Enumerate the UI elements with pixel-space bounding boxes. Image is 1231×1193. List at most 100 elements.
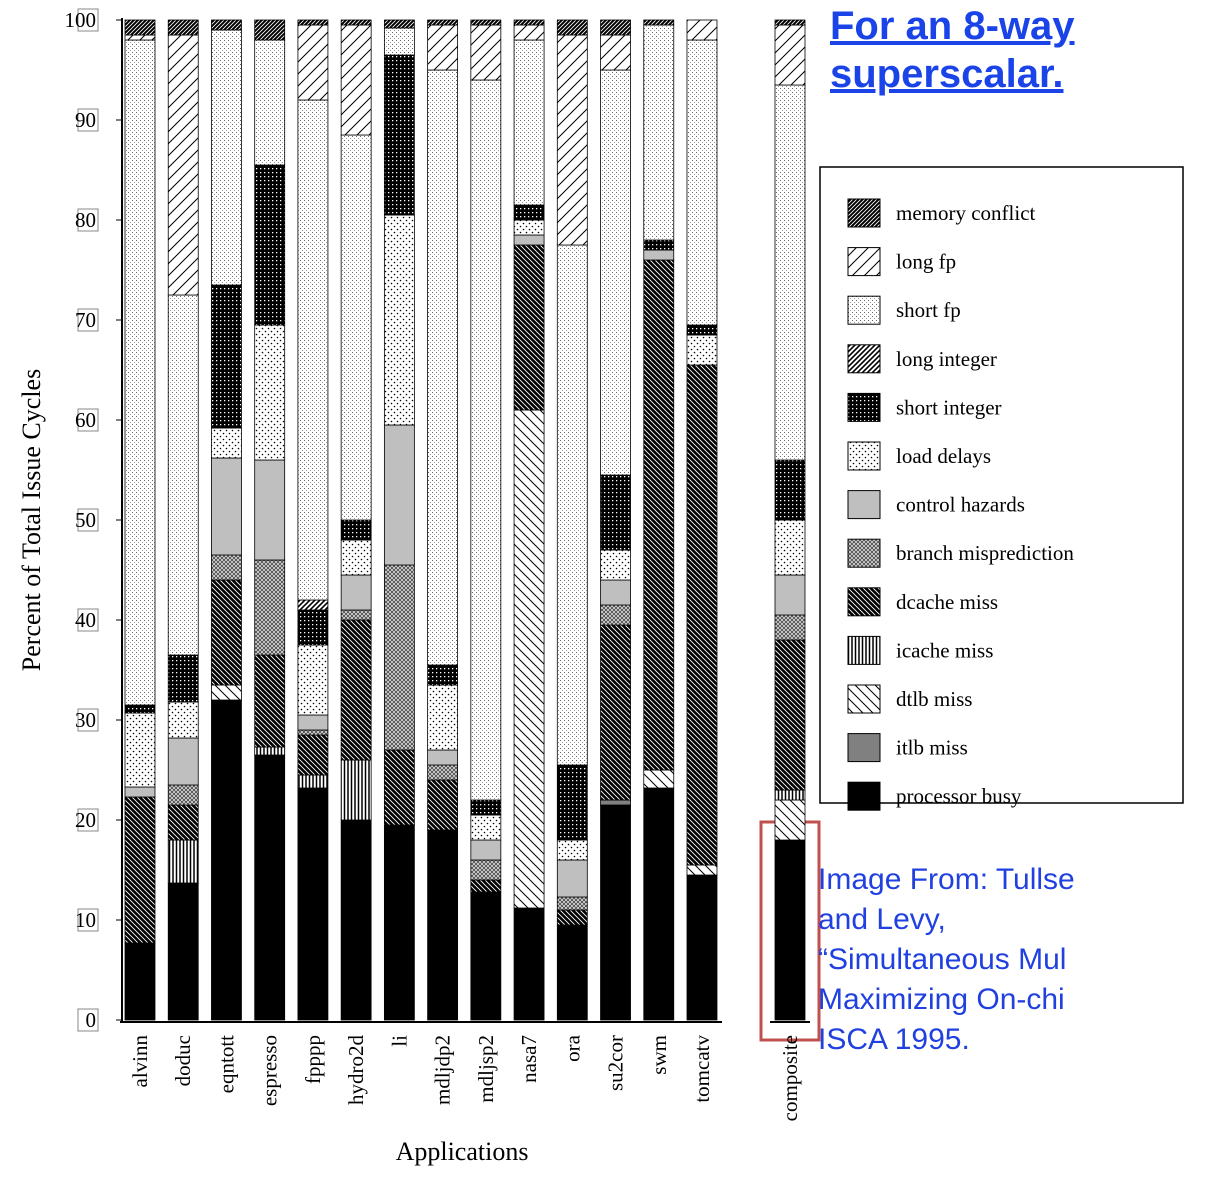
bar-segment bbox=[167, 294, 199, 656]
bar-segment bbox=[556, 19, 588, 36]
bar-segment bbox=[600, 34, 631, 71]
bar-segment bbox=[556, 924, 588, 1021]
bar-segment bbox=[774, 574, 806, 616]
bar-segment bbox=[774, 799, 806, 841]
legend-label: long integer bbox=[896, 347, 997, 371]
bar-segment bbox=[383, 54, 415, 216]
bar-segment bbox=[643, 249, 675, 261]
legend-label: icache miss bbox=[896, 638, 993, 662]
bar-segment bbox=[340, 539, 372, 576]
bar-segment bbox=[340, 609, 372, 621]
bar-segment bbox=[427, 749, 459, 766]
x-tick-label: swm bbox=[647, 1035, 671, 1075]
bar-segment bbox=[297, 729, 329, 736]
bar-segment bbox=[167, 19, 199, 36]
legend-swatch bbox=[847, 684, 881, 714]
bar-segment bbox=[297, 24, 329, 101]
bar-segment bbox=[600, 799, 631, 806]
bar-segment bbox=[427, 684, 459, 751]
legend-swatch bbox=[847, 198, 881, 228]
bar-segment bbox=[254, 654, 286, 748]
bar-segment bbox=[167, 737, 199, 786]
y-tick-label: 20 bbox=[75, 808, 96, 832]
bar-segment bbox=[254, 746, 286, 756]
y-axis-title: Percent of Total Issue Cycles bbox=[17, 369, 46, 671]
citation-line: Maximizing On-chi bbox=[818, 983, 1065, 1016]
bar-segment bbox=[600, 804, 631, 1021]
legend-swatch bbox=[847, 490, 881, 520]
legend-label: dcache miss bbox=[896, 590, 998, 614]
bar-segment bbox=[124, 704, 156, 714]
x-tick-label: ora bbox=[560, 1034, 584, 1061]
y-tick-box bbox=[77, 1008, 99, 1032]
legend-swatch bbox=[847, 344, 881, 374]
x-tick-label: composite bbox=[778, 1035, 802, 1121]
y-tick-box bbox=[77, 508, 99, 532]
y-tick-label: 70 bbox=[75, 308, 96, 332]
x-tick-label: hydro2d bbox=[344, 1035, 368, 1105]
x-tick-label: doduc bbox=[171, 1035, 195, 1086]
y-tick-box bbox=[77, 908, 99, 932]
bar-segment bbox=[470, 19, 502, 26]
y-tick-box bbox=[77, 608, 99, 632]
y-tick-label: 40 bbox=[75, 608, 96, 632]
bar-segment bbox=[513, 19, 545, 26]
bar-segment bbox=[340, 134, 372, 521]
bar-segment bbox=[774, 84, 806, 461]
bar-segment bbox=[167, 34, 199, 296]
bar-segment bbox=[556, 764, 588, 841]
bar-segment bbox=[686, 364, 718, 866]
legend-swatch bbox=[847, 587, 881, 617]
y-tick-label: 10 bbox=[75, 908, 96, 932]
bar-segment bbox=[513, 244, 545, 411]
bar-segment bbox=[774, 839, 806, 1021]
bar-segment bbox=[254, 39, 286, 166]
legend-swatch bbox=[847, 635, 881, 665]
y-tick-label: 30 bbox=[75, 708, 96, 732]
bar-segment bbox=[600, 19, 631, 36]
bar-segment bbox=[211, 684, 242, 701]
bar-segment bbox=[774, 639, 806, 791]
bar-segment bbox=[124, 34, 156, 41]
bar-segment bbox=[297, 644, 329, 716]
bar-segment bbox=[297, 787, 329, 1021]
bar-segment bbox=[340, 574, 372, 611]
bar-segment bbox=[643, 19, 675, 26]
legend-label: load delays bbox=[896, 444, 991, 468]
bar-segment bbox=[167, 701, 199, 739]
bar-segment bbox=[686, 19, 718, 41]
legend-label: processor busy bbox=[896, 784, 1022, 808]
bar-segment bbox=[686, 39, 718, 326]
bar-segment bbox=[297, 734, 329, 776]
y-tick-box bbox=[77, 808, 99, 832]
bar-segment bbox=[427, 664, 459, 686]
bar-segment bbox=[686, 334, 718, 366]
bar-segment bbox=[297, 714, 329, 731]
y-tick-box bbox=[77, 408, 99, 432]
bar-segment bbox=[513, 219, 545, 236]
bar-segment bbox=[167, 882, 199, 1021]
bar-segment bbox=[211, 554, 242, 581]
bar-segment bbox=[774, 24, 806, 86]
legend-swatch bbox=[847, 538, 881, 568]
bar-segment bbox=[470, 891, 502, 1021]
legend-label: short integer bbox=[896, 395, 1002, 419]
bar-segment bbox=[297, 599, 329, 611]
y-tick-box bbox=[77, 8, 99, 32]
bar-segment bbox=[124, 712, 156, 788]
bar-segment bbox=[513, 234, 545, 246]
legend-label: branch misprediction bbox=[896, 541, 1074, 565]
legend-swatch bbox=[847, 441, 881, 471]
x-tick-label: su2cor bbox=[604, 1035, 628, 1091]
legend-label: itlb miss bbox=[896, 736, 968, 760]
legend-label: long fp bbox=[896, 250, 956, 274]
bar-segment bbox=[774, 459, 806, 521]
bar-segment bbox=[774, 614, 806, 641]
citation-line: Image From: Tullse bbox=[818, 863, 1075, 896]
y-tick-label: 0 bbox=[86, 1008, 97, 1032]
bar-segment bbox=[600, 579, 631, 606]
bar-segment bbox=[427, 24, 459, 71]
bar-segment bbox=[211, 29, 242, 286]
